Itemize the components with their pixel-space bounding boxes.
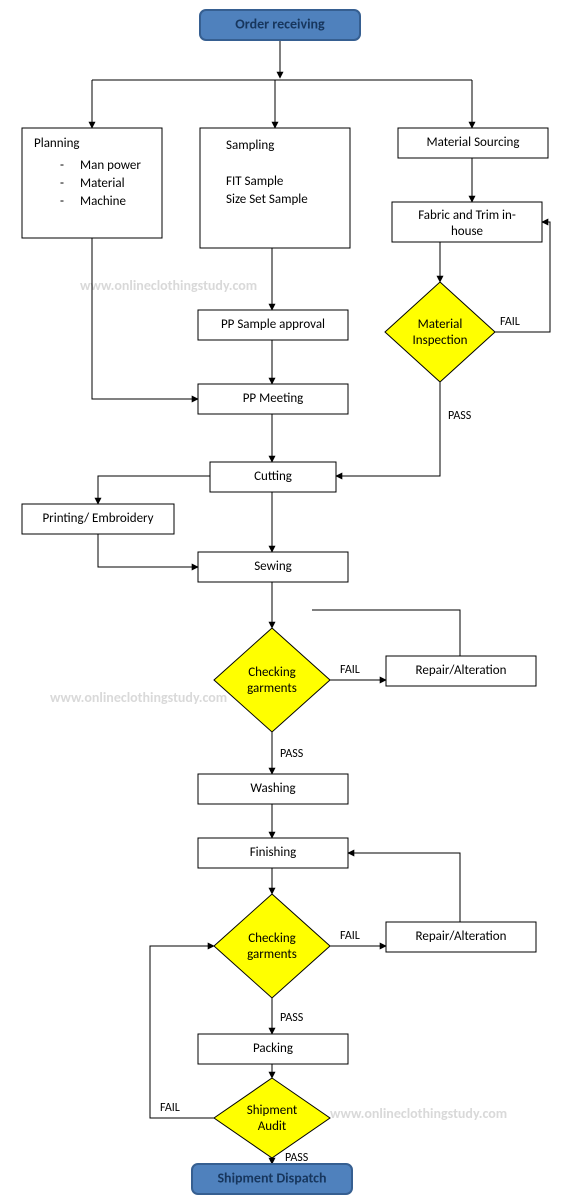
node-label: Packing — [253, 1041, 293, 1056]
node-label: Order receiving — [235, 15, 325, 32]
node-repair-2: Repair/Alteration — [386, 922, 536, 952]
node-finishing: Finishing — [198, 838, 348, 868]
svg-text:-: - — [60, 194, 64, 209]
node-material-inspection: Material Inspection — [385, 282, 495, 382]
edge-label-fail: FAIL — [500, 315, 520, 329]
node-pp-approval: PP Sample approval — [198, 310, 348, 340]
node-sampling: Sampling FIT Sample Size Set Sample — [200, 128, 350, 248]
line-text: FIT Sample — [226, 174, 283, 189]
node-label-line2: Inspection — [413, 333, 468, 348]
node-shipment-audit: Shipment Audit — [214, 1078, 330, 1158]
node-label-line1: Fabric and Trim in- — [418, 208, 516, 223]
bullet-text: Material — [80, 176, 125, 191]
watermark-text: www.onlineclothingstudy.com — [330, 1105, 507, 1122]
node-label: PP Sample approval — [221, 317, 325, 332]
node-label: Finishing — [250, 845, 297, 860]
node-label-line2: garments — [247, 947, 297, 962]
node-fabric-trim: Fabric and Trim in- house — [392, 202, 542, 242]
node-label-line2: Audit — [258, 1119, 287, 1134]
node-repair-1: Repair/Alteration — [386, 656, 536, 686]
node-label: Sewing — [254, 559, 292, 574]
node-check-garments-2: Checking garments — [214, 894, 330, 998]
node-label: Repair/Alteration — [416, 663, 507, 678]
node-label: Cutting — [254, 469, 292, 484]
node-sewing: Sewing — [198, 552, 348, 582]
node-label: Repair/Alteration — [416, 929, 507, 944]
bullet-text: Machine — [80, 194, 126, 209]
node-title: Planning — [34, 136, 80, 151]
node-pp-meeting: PP Meeting — [198, 384, 348, 414]
svg-text:-: - — [60, 158, 64, 173]
edge-label-pass: PASS — [280, 747, 304, 761]
line-text: Size Set Sample — [226, 192, 308, 207]
node-planning: Planning - Man power - Material - Machin… — [22, 128, 162, 238]
node-material-sourcing: Material Sourcing — [398, 128, 548, 158]
node-label-line2: house — [451, 224, 483, 239]
bullet-text: Man power — [80, 158, 141, 173]
edge-label-pass: PASS — [285, 1151, 309, 1165]
node-label-line1: Material — [418, 317, 463, 332]
watermark-text: www.onlineclothingstudy.com — [80, 277, 257, 294]
node-label-line2: garments — [247, 681, 297, 696]
svg-text:-: - — [60, 176, 64, 191]
node-shipment-dispatch: Shipment Dispatch — [192, 1164, 352, 1194]
node-printing: Printing/ Embroidery — [22, 504, 174, 534]
node-check-garments-1: Checking garments — [214, 628, 330, 732]
edge-label-pass: PASS — [280, 1011, 304, 1025]
node-packing: Packing — [198, 1034, 348, 1064]
node-label: Shipment Dispatch — [217, 1169, 326, 1186]
node-order-receiving: Order receiving — [200, 10, 360, 40]
node-title: Sampling — [226, 138, 274, 153]
node-label-line1: Shipment — [247, 1103, 298, 1118]
edge-label-pass: PASS — [448, 409, 472, 423]
node-label-line1: Checking — [248, 665, 296, 680]
node-washing: Washing — [198, 774, 348, 804]
node-label: PP Meeting — [243, 391, 304, 406]
node-label: Washing — [250, 781, 295, 796]
node-label: Printing/ Embroidery — [42, 511, 153, 526]
edge-label-fail: FAIL — [340, 663, 360, 677]
watermark-text: www.onlineclothingstudy.com — [50, 689, 227, 706]
node-label: Material Sourcing — [427, 135, 520, 150]
node-cutting: Cutting — [210, 462, 336, 492]
node-label-line1: Checking — [248, 931, 296, 946]
edge-label-fail: FAIL — [340, 929, 360, 943]
edge-label-fail: FAIL — [160, 1101, 180, 1115]
